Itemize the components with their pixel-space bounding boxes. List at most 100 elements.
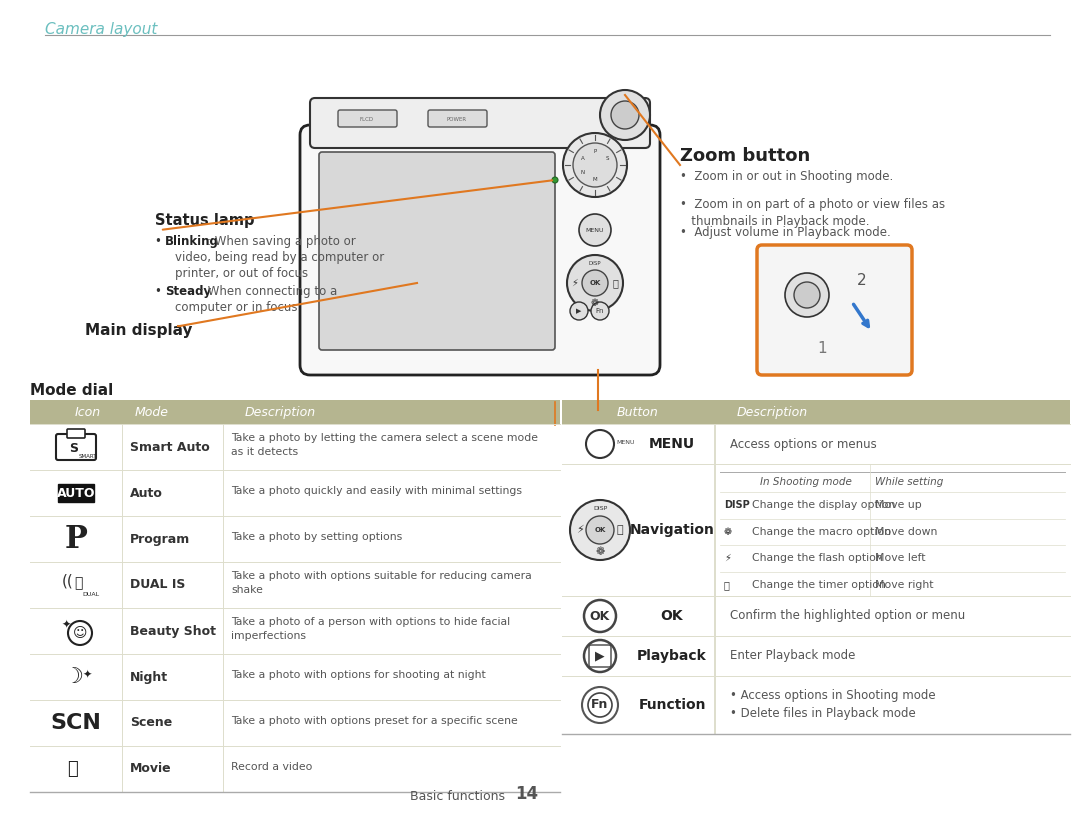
Circle shape <box>570 302 588 320</box>
Bar <box>30 746 561 792</box>
Text: ☽: ☽ <box>63 667 83 687</box>
Text: Function: Function <box>638 698 705 712</box>
Text: SMART: SMART <box>79 453 97 459</box>
Text: Main display: Main display <box>85 323 192 338</box>
FancyBboxPatch shape <box>67 429 85 438</box>
Circle shape <box>586 430 615 458</box>
Text: Blinking: Blinking <box>165 235 219 248</box>
Text: Status lamp: Status lamp <box>156 213 255 228</box>
Text: printer, or out of focus: printer, or out of focus <box>175 267 308 280</box>
Bar <box>30 700 561 746</box>
Text: Steady: Steady <box>165 285 211 298</box>
Text: • Delete files in Playback mode: • Delete files in Playback mode <box>730 707 916 720</box>
Text: ❁: ❁ <box>595 547 605 557</box>
Circle shape <box>588 693 612 717</box>
Text: Program: Program <box>130 532 190 545</box>
Text: Beauty Shot: Beauty Shot <box>130 624 216 637</box>
Text: Move up: Move up <box>875 500 921 510</box>
Bar <box>562 636 1070 676</box>
Text: •: • <box>156 285 165 298</box>
FancyBboxPatch shape <box>300 125 660 375</box>
Bar <box>30 424 561 470</box>
Bar <box>30 400 561 424</box>
Text: Auto: Auto <box>130 487 163 500</box>
FancyBboxPatch shape <box>757 245 912 375</box>
Text: Change the display option: Change the display option <box>752 500 895 510</box>
Text: video, being read by a computer or: video, being read by a computer or <box>175 251 384 264</box>
Circle shape <box>591 302 609 320</box>
Bar <box>562 424 1070 464</box>
Text: In Shooting mode: In Shooting mode <box>760 477 852 487</box>
Text: ✦: ✦ <box>82 670 92 680</box>
Text: P: P <box>593 148 596 153</box>
Bar <box>30 608 561 654</box>
Text: ▶: ▶ <box>595 650 605 663</box>
Text: P: P <box>65 523 87 554</box>
Text: Mode: Mode <box>135 406 168 418</box>
Circle shape <box>563 133 627 197</box>
Text: ⚡: ⚡ <box>571 278 579 288</box>
Text: DUAL: DUAL <box>82 592 99 597</box>
Bar <box>30 654 561 700</box>
Text: Smart Auto: Smart Auto <box>130 440 210 453</box>
Text: 2: 2 <box>858 272 867 288</box>
Text: MENU: MENU <box>585 227 604 232</box>
Text: ✦: ✦ <box>62 620 70 630</box>
Text: Take a photo with options preset for a specific scene: Take a photo with options preset for a s… <box>231 716 517 726</box>
Text: computer or in focus: computer or in focus <box>175 301 297 314</box>
Text: A: A <box>581 156 584 161</box>
Text: DISP: DISP <box>724 500 750 510</box>
Text: ❁: ❁ <box>591 298 599 308</box>
FancyBboxPatch shape <box>310 98 650 148</box>
Text: Access options or menus: Access options or menus <box>730 438 877 451</box>
Text: : When saving a photo or: : When saving a photo or <box>207 235 355 248</box>
Text: FLCD: FLCD <box>360 117 374 121</box>
FancyBboxPatch shape <box>589 645 611 667</box>
Text: Take a photo with options suitable for reducing camera
shake: Take a photo with options suitable for r… <box>231 571 531 595</box>
Text: N: N <box>581 170 585 174</box>
Text: OK: OK <box>661 609 684 623</box>
Bar <box>30 516 561 562</box>
Text: ⏱: ⏱ <box>724 579 730 590</box>
Text: Navigation: Navigation <box>630 523 715 537</box>
Text: 14: 14 <box>515 785 538 803</box>
Text: ☺: ☺ <box>72 626 87 640</box>
Bar <box>30 562 561 608</box>
Text: DISP: DISP <box>589 261 602 266</box>
Circle shape <box>579 214 611 246</box>
Text: 🎬: 🎬 <box>67 760 78 778</box>
Text: SCN: SCN <box>51 713 102 733</box>
Text: Move down: Move down <box>875 526 937 537</box>
Circle shape <box>573 143 617 187</box>
Bar <box>562 464 1070 596</box>
Text: Mode dial: Mode dial <box>30 383 113 398</box>
Text: Camera layout: Camera layout <box>45 22 158 37</box>
Text: Scene: Scene <box>130 716 172 729</box>
Text: MENU: MENU <box>649 437 696 451</box>
Text: Description: Description <box>737 406 808 418</box>
Circle shape <box>582 270 608 296</box>
Text: ⚡: ⚡ <box>576 525 584 535</box>
Text: Take a photo quickly and easily with minimal settings: Take a photo quickly and easily with min… <box>231 486 522 496</box>
Text: OK: OK <box>594 527 606 533</box>
Text: Take a photo of a person with options to hide facial
imperfections: Take a photo of a person with options to… <box>231 618 510 641</box>
Circle shape <box>567 255 623 311</box>
Bar <box>30 470 561 516</box>
Text: OK: OK <box>590 280 600 286</box>
Text: •  Zoom in on part of a photo or view files as
   thumbnails in Playback mode.: • Zoom in on part of a photo or view fil… <box>680 198 945 228</box>
Text: ▶: ▶ <box>577 308 582 314</box>
Text: • Access options in Shooting mode: • Access options in Shooting mode <box>730 689 935 702</box>
Text: DUAL IS: DUAL IS <box>130 579 186 592</box>
Circle shape <box>570 500 630 560</box>
Circle shape <box>794 282 820 308</box>
Circle shape <box>600 90 650 140</box>
Text: DISP: DISP <box>593 505 607 510</box>
Text: Basic functions: Basic functions <box>410 790 505 803</box>
Text: Record a video: Record a video <box>231 762 312 772</box>
Text: Confirm the highlighted option or menu: Confirm the highlighted option or menu <box>730 610 966 623</box>
Text: Zoom button: Zoom button <box>680 147 810 165</box>
Text: •  Zoom in or out in Shooting mode.: • Zoom in or out in Shooting mode. <box>680 170 893 183</box>
FancyBboxPatch shape <box>428 110 487 127</box>
Circle shape <box>584 600 616 632</box>
Text: ⚡: ⚡ <box>724 553 731 563</box>
